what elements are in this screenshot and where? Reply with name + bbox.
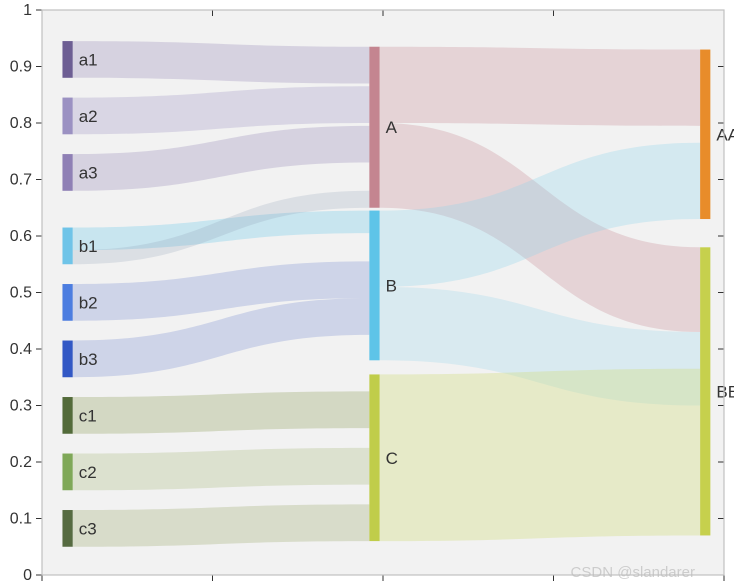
sankey-svg: a1 a2 a3 b1 b2 b3 c1 c2 c3 A B C AA BB 0 0.1 0.2 0.3 0.4 0.…: [0, 0, 734, 585]
sankey-node: [62, 397, 72, 434]
node-label: c1: [79, 406, 97, 425]
node-label: a2: [79, 107, 98, 126]
sankey-link: [380, 369, 701, 541]
sankey-node: [369, 211, 379, 361]
y-tick-label: 0.2: [10, 454, 32, 471]
node-label: A: [386, 118, 398, 137]
sankey-chart: a1 a2 a3 b1 b2 b3 c1 c2 c3 A B C AA BB 0 0.1 0.2 0.3 0.4 0.…: [0, 0, 734, 585]
sankey-link: [73, 41, 370, 83]
y-tick-label: 0.8: [10, 115, 32, 132]
sankey-node: [62, 98, 72, 135]
sankey-node: [62, 454, 72, 491]
node-label: B: [386, 276, 397, 295]
sankey-node: [62, 284, 72, 321]
node-label: BB: [716, 382, 734, 401]
node-label: c2: [79, 463, 97, 482]
node-label: b1: [79, 237, 98, 256]
sankey-link: [380, 47, 701, 126]
node-label: c3: [79, 519, 97, 538]
node-label: a3: [79, 163, 98, 182]
watermark: CSDN @slandarer: [571, 564, 695, 581]
sankey-node: [62, 341, 72, 378]
y-tick-label: 0.9: [10, 59, 32, 76]
y-tick-label: 0.1: [10, 511, 32, 528]
sankey-node: [62, 510, 72, 547]
sankey-link: [73, 448, 370, 490]
sankey-node: [369, 374, 379, 541]
y-tick-label: 0.5: [10, 285, 32, 302]
sankey-link: [73, 391, 370, 433]
y-tick-label: 0: [23, 567, 32, 584]
sankey-node: [369, 47, 379, 208]
sankey-node: [700, 50, 710, 220]
y-tick-label: 0.4: [10, 341, 32, 358]
node-label: a1: [79, 50, 98, 69]
sankey-node: [62, 154, 72, 191]
y-tick-label: 0.3: [10, 398, 32, 415]
node-label: b2: [79, 293, 98, 312]
node-label: b3: [79, 350, 98, 369]
sankey-link: [73, 504, 370, 546]
y-tick-label: 1: [23, 2, 32, 19]
sankey-node: [700, 247, 710, 535]
node-label: C: [386, 449, 398, 468]
node-label: AA: [716, 125, 734, 144]
y-tick-label: 0.6: [10, 228, 32, 245]
y-tick-label: 0.7: [10, 172, 32, 189]
sankey-node: [62, 228, 72, 265]
sankey-node: [62, 41, 72, 78]
